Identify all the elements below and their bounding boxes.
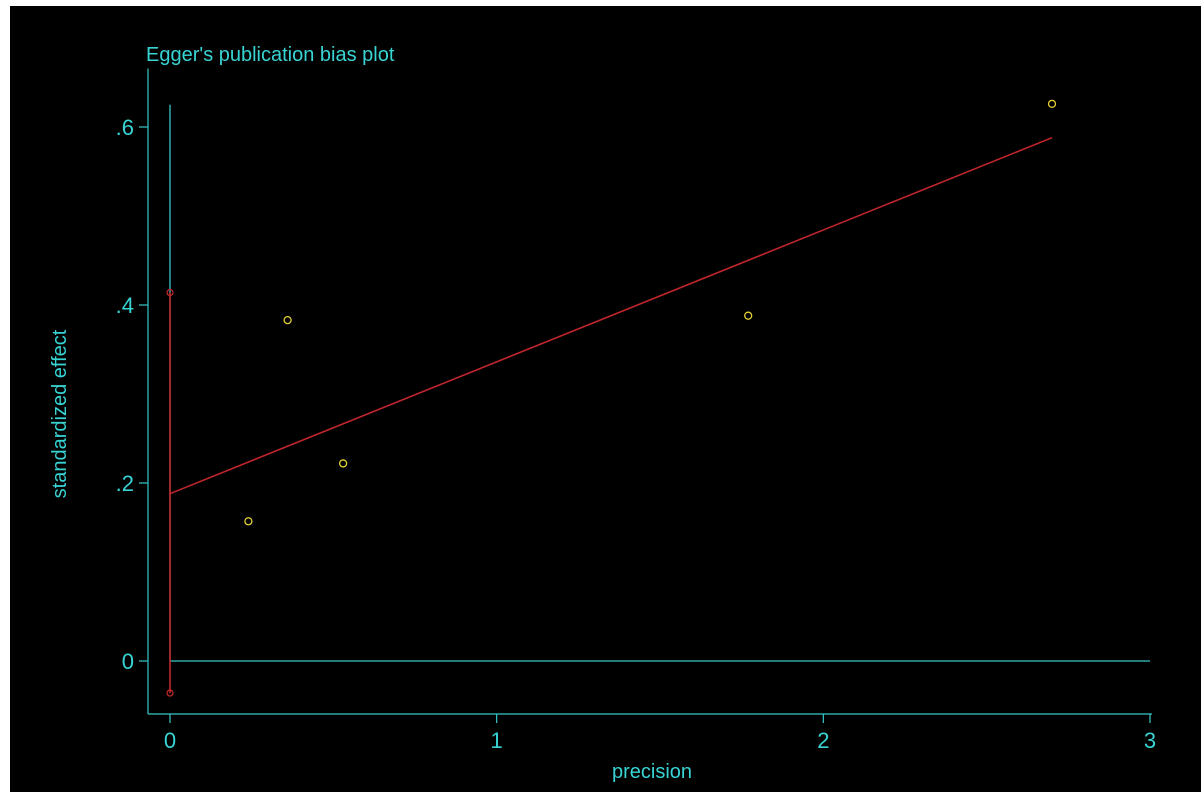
reference-lines xyxy=(169,104,1150,662)
data-point xyxy=(744,311,753,320)
x-tick-label: 2 xyxy=(817,728,829,753)
regression-line xyxy=(169,136,1053,495)
chart-title: Egger's publication bias plot xyxy=(146,44,395,66)
egger-plot: Egger's publication bias plot standardiz… xyxy=(49,44,1156,783)
x-axis-label: precision xyxy=(612,761,692,783)
y-tick-label: .2 xyxy=(116,471,134,496)
x-tick-label: 3 xyxy=(1144,728,1156,753)
ci-upper-marker xyxy=(166,288,174,297)
y-tick-label: 0 xyxy=(122,649,134,674)
axes-group: 0 .2 .4 .6 0 1 2 3 xyxy=(116,68,1156,753)
x-tick-label: 1 xyxy=(491,728,503,753)
x-tick-label: 0 xyxy=(164,728,176,753)
y-axis-label: standardized effect xyxy=(49,329,71,498)
data-point xyxy=(338,459,348,468)
data-point xyxy=(244,517,253,526)
data-point xyxy=(283,315,292,325)
y-tick-label: .4 xyxy=(116,293,134,318)
y-tick-label: .6 xyxy=(116,115,134,140)
chart-frame: Egger's publication bias plot standardiz… xyxy=(10,6,1201,792)
data-marks xyxy=(166,99,1057,697)
data-point xyxy=(1047,99,1057,109)
ci-lower-marker xyxy=(166,689,174,697)
